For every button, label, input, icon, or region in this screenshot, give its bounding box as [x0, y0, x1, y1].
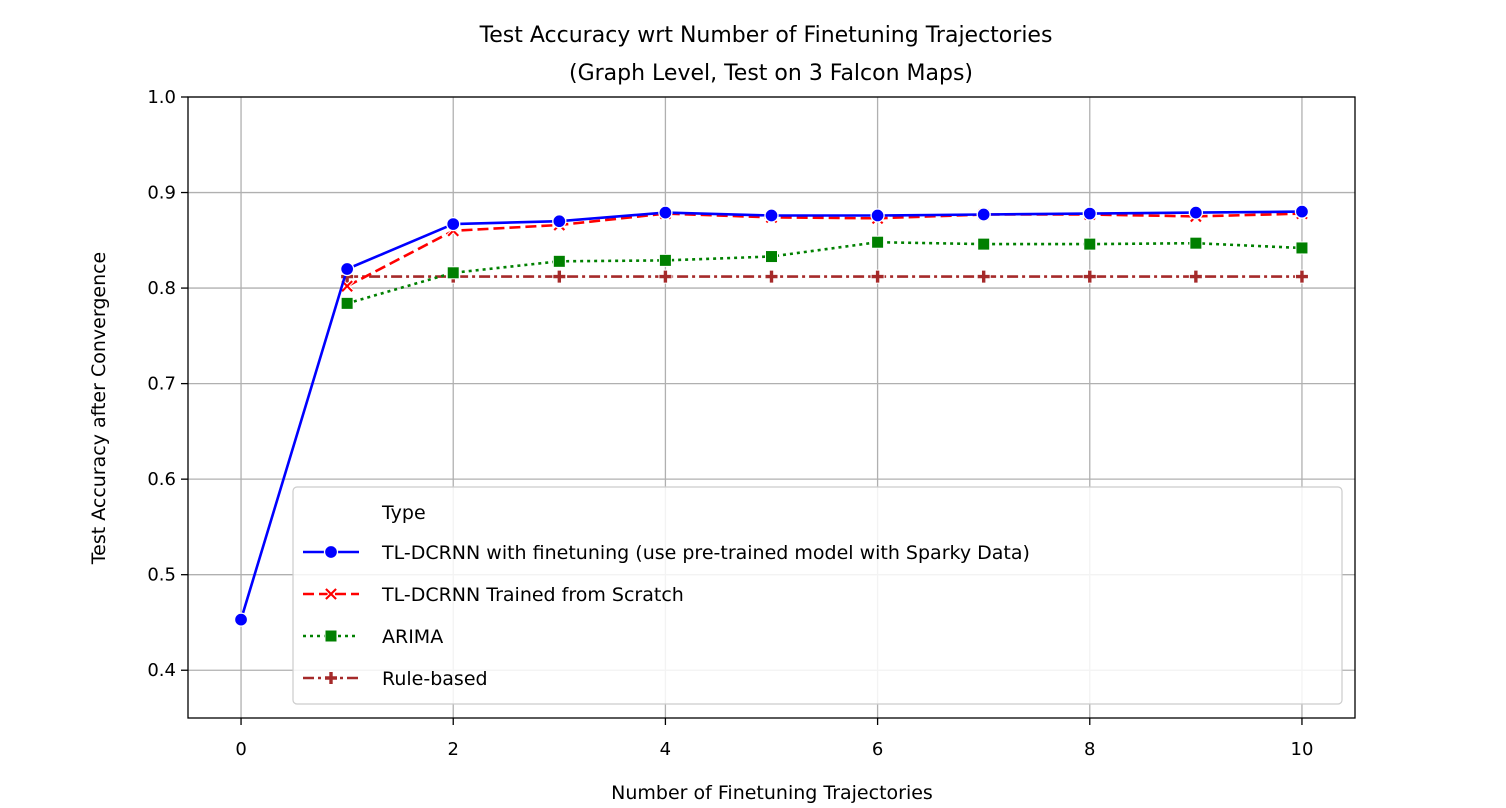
- y-tick-label: 0.6: [147, 469, 176, 490]
- y-tick-label: 0.7: [147, 374, 176, 395]
- series-3-point: [765, 250, 778, 264]
- legend: Type TL-DCRNN with finetuning (use pre-t…: [292, 486, 1343, 705]
- series-1-point: [552, 214, 567, 229]
- chart-title: Test Accuracy wrt Number of Finetuning T…: [479, 23, 1053, 48]
- series-1-point: [1188, 205, 1204, 220]
- series-1-point: [1082, 206, 1097, 221]
- x-tick-label: 6: [872, 739, 883, 760]
- series-4: [340, 269, 1309, 284]
- y-tick-label: 0.5: [147, 565, 176, 586]
- legend-entry-1: TL-DCRNN with finetuning (use pre-traine…: [303, 542, 1030, 564]
- series-4-point: [976, 269, 991, 284]
- series-1-point: [339, 261, 355, 277]
- y-tick-label: 0.4: [147, 660, 176, 681]
- series-1-point: [446, 216, 461, 232]
- series-3-line: [346, 240, 1303, 305]
- series-3-point: [1189, 236, 1203, 250]
- x-axis-label: Number of Finetuning Trajectories: [611, 782, 933, 804]
- ticks: 0 2 4 6 8 10 0.4 0.5 0.6 0.7 0.8 0.9 1.0: [147, 87, 1313, 760]
- series-4-point: [552, 269, 567, 284]
- legend-entry-2-marker: [323, 586, 339, 602]
- legend-box: [292, 486, 1343, 705]
- series-4-point: [1082, 269, 1097, 284]
- x-tick-label: 10: [1291, 739, 1314, 760]
- series-3-point: [658, 253, 672, 267]
- y-axis-label: Test Accuracy after Convergence: [88, 252, 110, 566]
- legend-entry-3: ARIMA: [303, 626, 443, 648]
- series-3-point: [552, 254, 566, 268]
- series-1-point: [764, 208, 779, 223]
- x-tick-label: 4: [660, 739, 671, 760]
- legend-entry-3-label: ARIMA: [382, 626, 443, 648]
- series-3-point: [340, 296, 354, 310]
- series-1-point: [1294, 204, 1310, 219]
- series-2-line: [346, 212, 1303, 288]
- series-4-point: [1294, 269, 1309, 284]
- series-3-point: [871, 235, 885, 249]
- y-tick-label: 0.8: [147, 278, 176, 299]
- series-4-point: [658, 269, 673, 284]
- y-tick-label: 0.9: [147, 183, 176, 204]
- legend-title: Type: [381, 502, 426, 524]
- x-tick-label: 0: [235, 739, 246, 760]
- legend-entry-2-label: TL-DCRNN Trained from Scratch: [381, 584, 684, 606]
- legend-entry-2: TL-DCRNN Trained from Scratch: [303, 584, 684, 606]
- series-4-point: [1188, 269, 1203, 284]
- series-1-point: [976, 207, 991, 222]
- series-4-point: [870, 269, 885, 284]
- series-3-point: [1295, 241, 1309, 255]
- x-tick-label: 8: [1084, 739, 1095, 760]
- series-1-point: [870, 208, 885, 223]
- y-tick-label: 1.0: [147, 87, 176, 108]
- legend-entry-4-marker: [324, 671, 338, 685]
- series-1-point: [658, 205, 673, 220]
- plot-frame: [187, 96, 1356, 719]
- series-3-point: [1083, 237, 1097, 251]
- legend-entry-1-marker: [323, 544, 339, 560]
- chart-subtitle: (Graph Level, Test on 3 Falcon Maps): [569, 61, 973, 86]
- legend-entry-3-marker: [324, 629, 338, 643]
- series-3-point: [977, 237, 991, 251]
- series-2: [339, 206, 1310, 294]
- legend-entry-1-label: TL-DCRNN with finetuning (use pre-traine…: [381, 542, 1030, 564]
- x-tick-label: 2: [448, 739, 459, 760]
- series-layer: [233, 204, 1310, 627]
- series-4-point: [764, 269, 779, 284]
- legend-entry-4-label: Rule-based: [382, 668, 488, 690]
- series-3-point: [446, 266, 460, 280]
- series-1-point: [233, 612, 249, 627]
- legend-entry-4: Rule-based: [303, 668, 488, 690]
- series-3: [340, 235, 1309, 310]
- series-1: [233, 204, 1310, 627]
